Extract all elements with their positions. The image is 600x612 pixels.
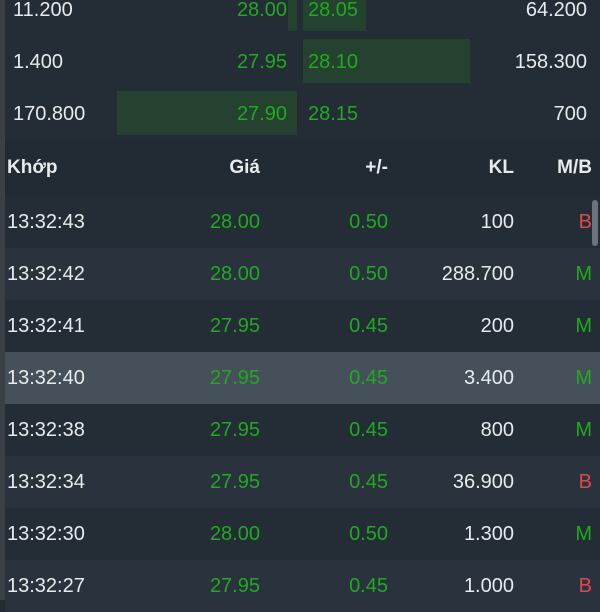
trade-change: 0.45 (349, 575, 388, 597)
trade-side: B (578, 471, 592, 493)
header-price: Giá (229, 157, 260, 178)
ask-depth-bar (303, 0, 366, 31)
bid-price[interactable]: 27.95 (236, 51, 287, 73)
header-time: Khớp (7, 157, 58, 178)
ask-volume: 64.200 (525, 0, 587, 21)
trade-side: M (575, 523, 592, 545)
trade-change: 0.45 (349, 471, 388, 493)
trades-header: Khớp Giá +/- KL M/B (5, 140, 600, 196)
trade-row[interactable]: 13:32:27 27.95 0.45 1.000 B (5, 560, 600, 612)
trade-price: 27.95 (209, 419, 260, 441)
trade-row[interactable]: 13:32:40 27.95 0.45 3.400 M (5, 352, 600, 404)
bid-depth-bar (288, 0, 297, 31)
trade-volume: 200 (480, 315, 514, 337)
scrollbar[interactable] (592, 200, 598, 246)
panel-left-border (0, 0, 5, 600)
trade-time: 13:32:43 (7, 211, 85, 233)
trade-time: 13:32:34 (7, 471, 85, 493)
trade-side: B (578, 575, 592, 597)
trade-volume: 36.900 (452, 471, 514, 493)
trade-row[interactable]: 13:32:38 27.95 0.45 800 M (5, 404, 600, 456)
order-book-row[interactable]: 11.200 28.00 28.05 64.200 (5, 0, 600, 36)
trade-price: 27.95 (209, 471, 260, 493)
trade-change: 0.45 (349, 315, 388, 337)
trade-price: 28.00 (209, 211, 260, 233)
trade-row[interactable]: 13:32:30 28.00 0.50 1.300 M (5, 508, 600, 560)
trade-side: M (575, 263, 592, 285)
trade-row[interactable]: 13:32:42 28.00 0.50 288.700 M (5, 248, 600, 300)
ask-volume: 700 (553, 103, 587, 125)
trade-change: 0.45 (349, 419, 388, 441)
trade-price: 27.95 (209, 367, 260, 389)
trade-time: 13:32:40 (7, 367, 85, 389)
bid-volume: 11.200 (13, 0, 73, 21)
trade-row[interactable]: 13:32:34 27.95 0.45 36.900 B (5, 456, 600, 508)
trade-row[interactable]: 13:32:43 28.00 0.50 100 B (5, 196, 600, 248)
trade-volume: 1.000 (463, 575, 514, 597)
header-volume: KL (488, 157, 514, 178)
trade-price: 27.95 (209, 575, 260, 597)
trade-time: 13:32:38 (7, 419, 85, 441)
header-side: M/B (557, 157, 592, 178)
trade-side: B (578, 211, 592, 233)
trade-change: 0.45 (349, 367, 388, 389)
trade-time: 13:32:30 (7, 523, 85, 545)
trade-side: M (575, 367, 592, 389)
trade-change: 0.50 (349, 523, 388, 545)
trade-side: M (575, 419, 592, 441)
trade-volume: 3.400 (463, 367, 514, 389)
trade-price: 28.00 (209, 523, 260, 545)
trade-change: 0.50 (349, 211, 388, 233)
trade-volume: 1.300 (463, 523, 514, 545)
ask-volume: 158.300 (514, 51, 587, 73)
trade-price: 28.00 (209, 263, 260, 285)
trade-time: 13:32:41 (7, 315, 85, 337)
bid-depth-bar (117, 91, 297, 135)
bid-price[interactable]: 28.00 (236, 0, 287, 21)
bid-volume: 170.800 (13, 103, 86, 125)
order-book-row[interactable]: 170.800 27.90 28.15 700 (5, 88, 600, 140)
ask-price[interactable]: 28.05 (308, 0, 359, 21)
order-book-row[interactable]: 1.400 27.95 28.10 158.300 (5, 36, 600, 88)
trade-volume: 288.700 (441, 263, 514, 285)
ask-depth-bar (303, 39, 470, 83)
trade-time: 13:32:27 (7, 575, 85, 597)
ask-price[interactable]: 28.10 (308, 51, 359, 73)
ask-price[interactable]: 28.15 (308, 103, 359, 125)
trade-change: 0.50 (349, 263, 388, 285)
header-change: +/- (365, 157, 388, 178)
trade-volume: 800 (480, 419, 514, 441)
trade-price: 27.95 (209, 315, 260, 337)
bid-price[interactable]: 27.90 (236, 103, 287, 125)
trade-time: 13:32:42 (7, 263, 85, 285)
trade-volume: 100 (480, 211, 514, 233)
trade-side: M (575, 315, 592, 337)
trade-row[interactable]: 13:32:41 27.95 0.45 200 M (5, 300, 600, 352)
bid-volume: 1.400 (13, 51, 64, 73)
